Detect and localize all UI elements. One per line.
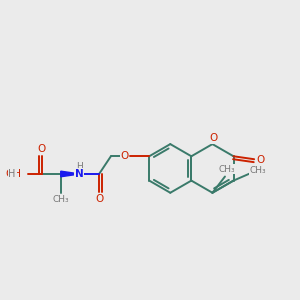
Text: H: H [8,169,16,179]
Text: CH₃: CH₃ [250,166,266,175]
Text: H: H [76,162,83,171]
Text: O: O [120,151,129,161]
Text: O: O [95,194,103,204]
Text: CH₃: CH₃ [218,165,235,174]
Text: O: O [38,144,46,154]
Polygon shape [61,171,80,177]
Text: N: N [75,169,84,179]
Text: O: O [257,155,265,165]
Text: CH₃: CH₃ [52,195,69,204]
Text: OH: OH [5,169,21,179]
Text: O: O [209,133,218,143]
